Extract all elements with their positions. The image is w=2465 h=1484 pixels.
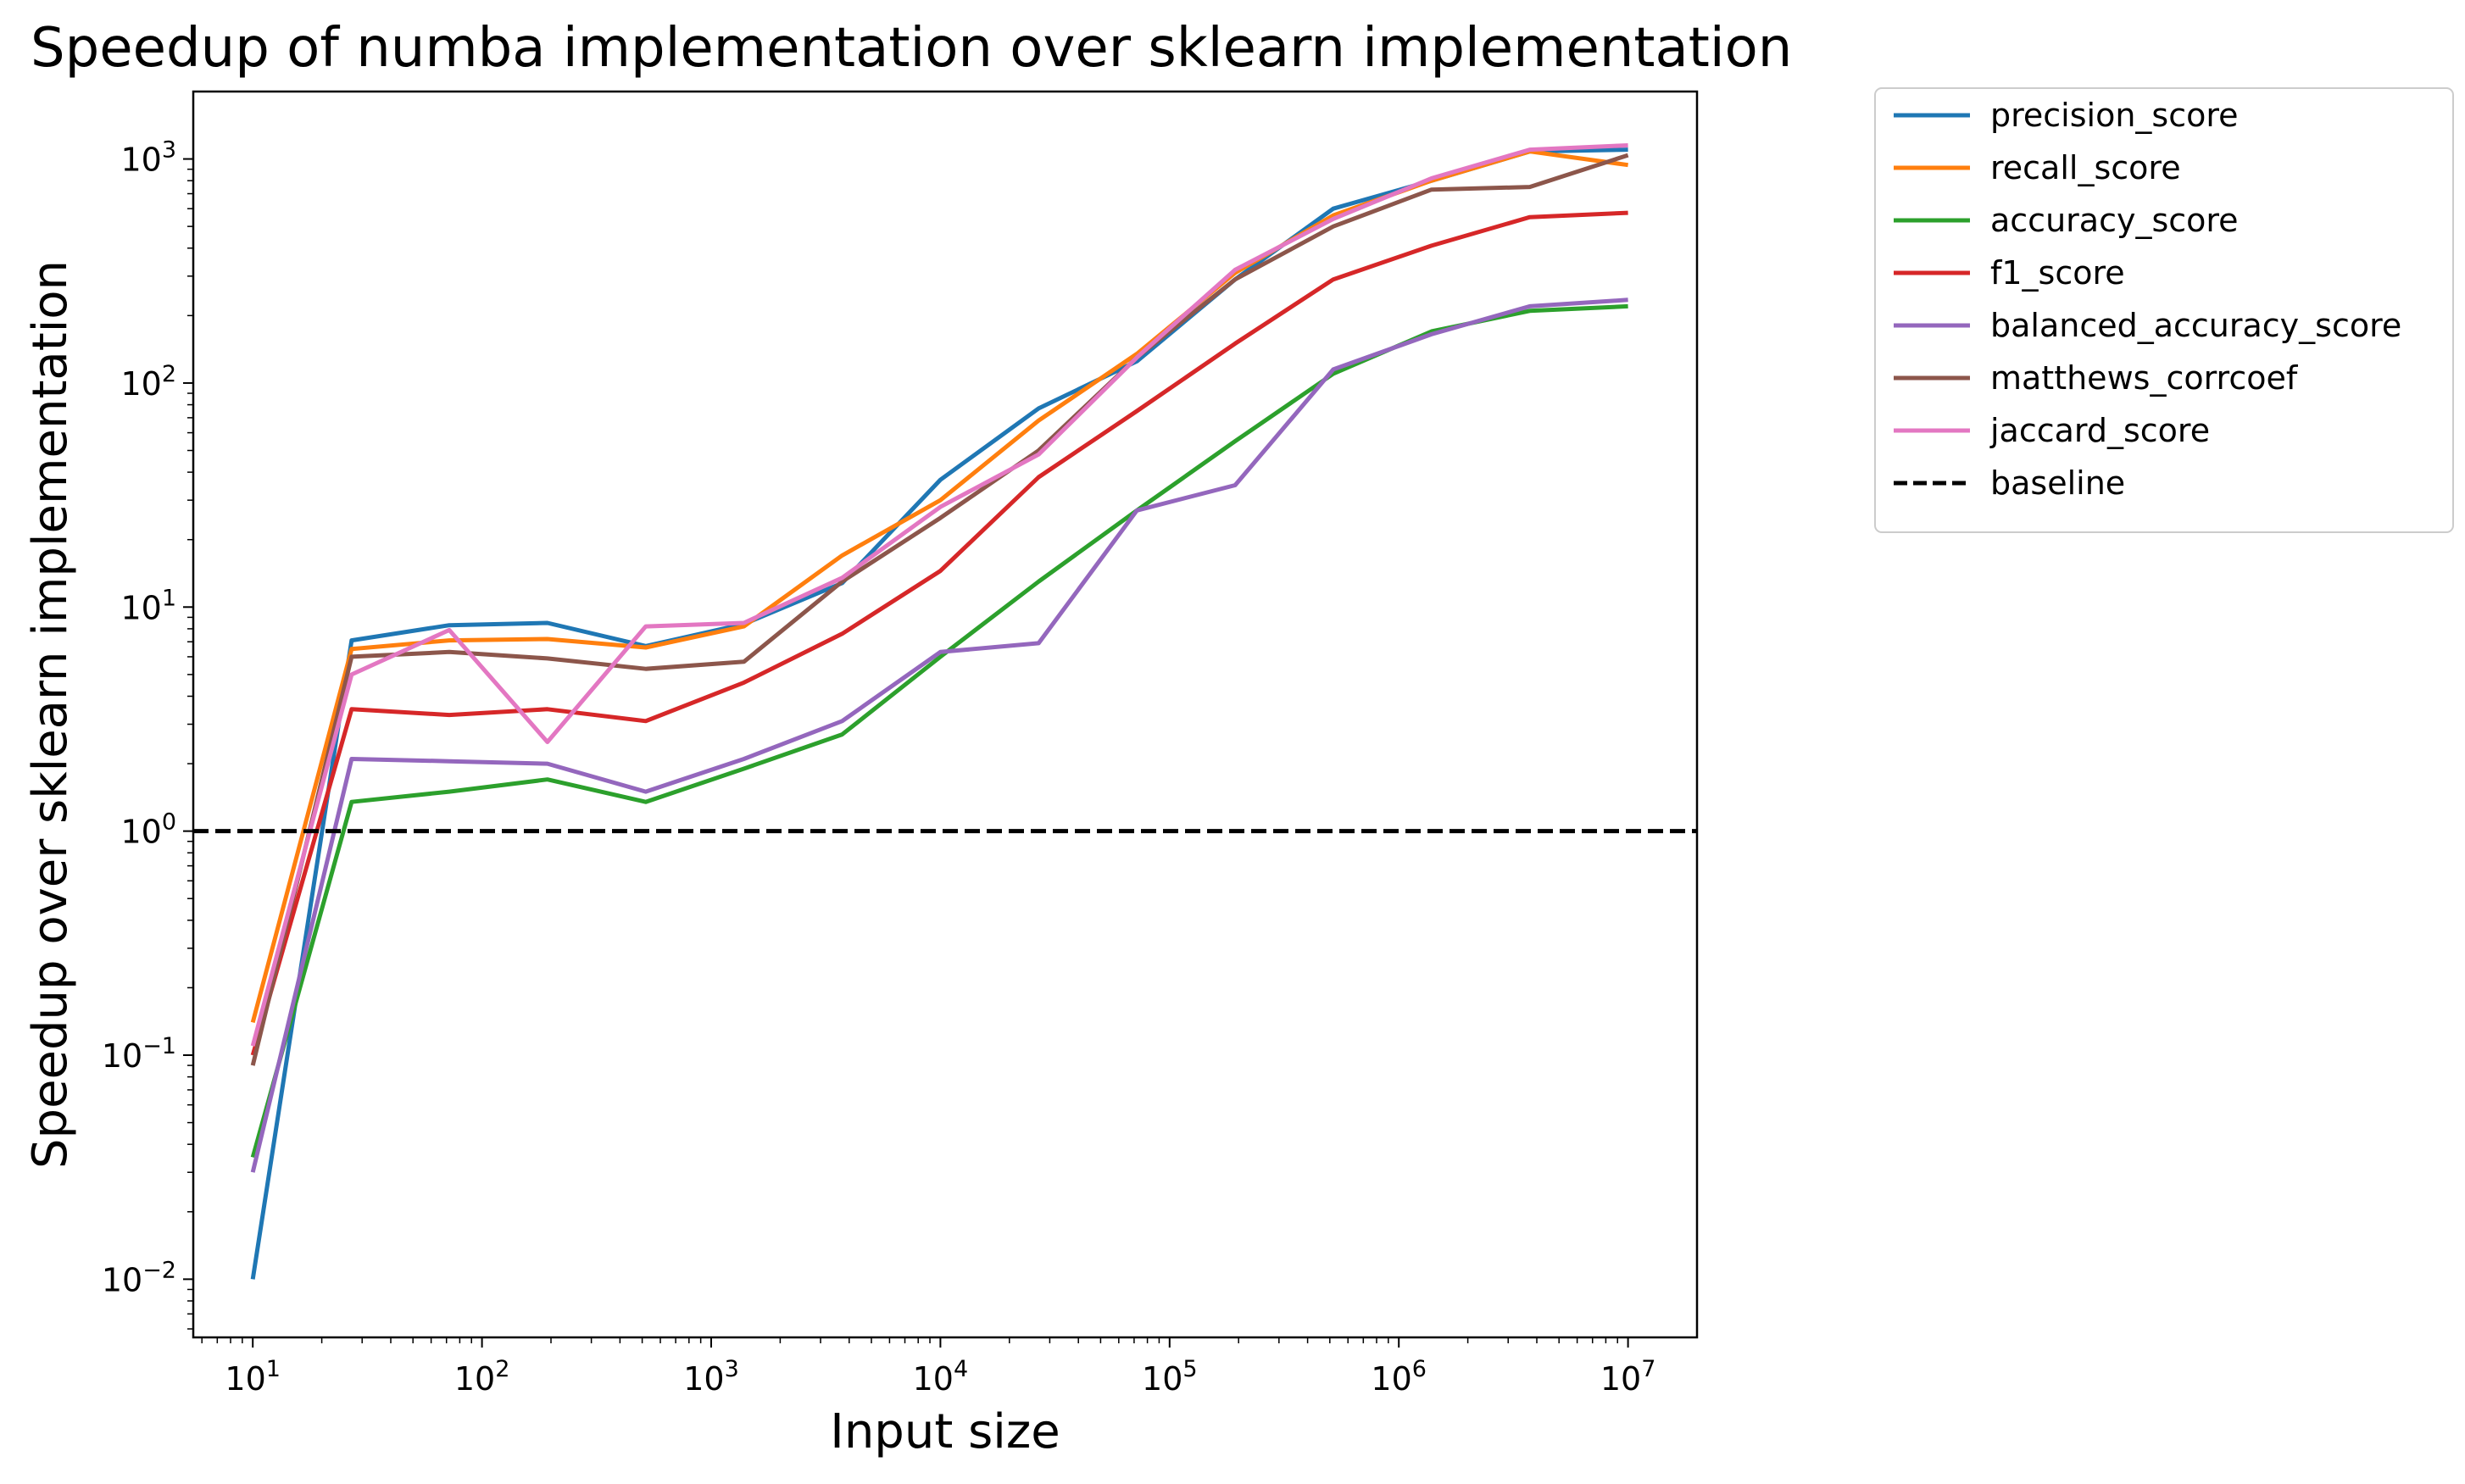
- series-line-matthews_corrcoef: [250, 153, 1629, 1066]
- x-tick-label-base: 10: [1371, 1360, 1411, 1398]
- legend-label: jaccard_score: [1989, 412, 2210, 449]
- y-tick-label: 100: [120, 809, 176, 851]
- legend-label: balanced_accuracy_score: [1990, 307, 2401, 344]
- x-tick-label: 106: [1371, 1356, 1427, 1398]
- x-tick-label: 107: [1600, 1356, 1656, 1398]
- legend-box: [1874, 87, 2454, 533]
- plot-area: [193, 143, 1697, 1280]
- legend-label: matthews_corrcoef: [1990, 359, 2299, 397]
- y-tick-label-exp: 3: [162, 137, 176, 164]
- legend: precision_score recall_score accuracy_scor…: [1874, 87, 2454, 533]
- y-tick-label-base: 10: [120, 365, 161, 403]
- x-axis: 101 102 103 104 105 106 107: [201, 1337, 1656, 1398]
- x-tick-label-exp: 2: [495, 1356, 509, 1382]
- x-tick-label-base: 10: [913, 1360, 954, 1398]
- series-line-accuracy_score: [250, 303, 1628, 1159]
- y-tick-label-base: 10: [120, 814, 161, 851]
- y-tick-label-exp: −1: [142, 1033, 176, 1059]
- legend-label: accuracy_score: [1990, 202, 2239, 239]
- x-tick-label: 103: [683, 1356, 739, 1398]
- series-line-recall_score: [250, 149, 1628, 1024]
- x-tick-label-base: 10: [454, 1360, 495, 1398]
- x-tick-label-exp: 1: [266, 1356, 281, 1382]
- legend-label: recall_score: [1990, 149, 2181, 186]
- x-axis-title: Input size: [830, 1404, 1060, 1459]
- x-tick-label: 101: [225, 1356, 281, 1398]
- y-tick-label-base: 10: [102, 1261, 142, 1298]
- y-tick-label-exp: 0: [162, 809, 176, 836]
- y-tick-label: 10−2: [102, 1257, 176, 1298]
- y-tick-label: 103: [120, 137, 176, 179]
- x-tick-label-base: 10: [225, 1360, 265, 1398]
- y-tick-label-exp: −2: [142, 1257, 176, 1283]
- x-tick-label-base: 10: [1142, 1360, 1182, 1398]
- x-tick-label-base: 10: [683, 1360, 724, 1398]
- series-line-jaccard_score: [250, 143, 1628, 1047]
- series-line-balanced_accuracy_score: [250, 297, 1628, 1173]
- legend-label: baseline: [1990, 464, 2125, 502]
- legend-label: f1_score: [1990, 254, 2125, 292]
- y-tick-label: 102: [120, 361, 176, 403]
- x-tick-label-exp: 7: [1641, 1356, 1655, 1382]
- x-tick-label-exp: 4: [954, 1356, 968, 1382]
- y-tick-label-base: 10: [102, 1037, 142, 1075]
- x-tick-label: 104: [913, 1356, 969, 1398]
- y-tick-label: 10−1: [102, 1033, 176, 1075]
- x-tick-label-exp: 6: [1412, 1356, 1427, 1382]
- chart-title: Speedup of numba implementation over skl…: [31, 17, 1792, 80]
- legend-label: precision_score: [1990, 97, 2239, 134]
- plot-frame: [192, 90, 1699, 1339]
- series-line-f1_score: [250, 210, 1628, 1056]
- x-tick-label-exp: 3: [725, 1356, 739, 1382]
- x-tick-label: 105: [1142, 1356, 1198, 1398]
- x-tick-label-exp: 5: [1182, 1356, 1197, 1382]
- y-tick-label-exp: 2: [162, 361, 176, 387]
- x-tick-label-base: 10: [1600, 1360, 1641, 1398]
- y-tick-label: 101: [120, 585, 176, 626]
- y-tick-label-base: 10: [120, 142, 161, 179]
- y-tick-label-base: 10: [120, 589, 161, 626]
- y-axis-title: Speedup over sklearn implementation: [23, 260, 78, 1169]
- y-tick-label-exp: 1: [162, 585, 176, 611]
- x-tick-label: 102: [454, 1356, 510, 1398]
